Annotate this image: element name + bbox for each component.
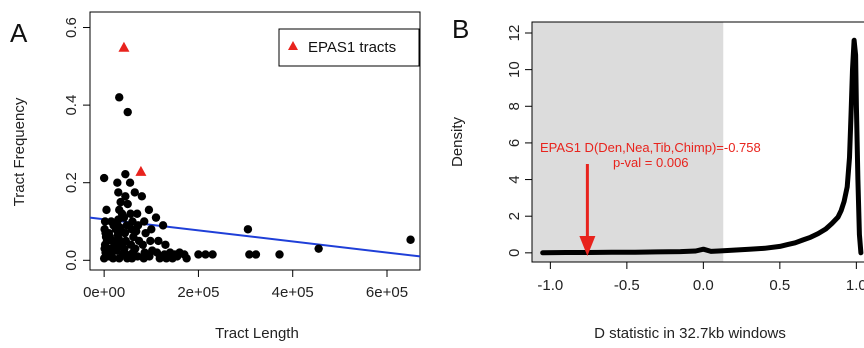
data-point <box>201 250 210 259</box>
panel-a-frame <box>89 11 421 271</box>
data-point <box>112 246 121 255</box>
panel-b: B -1.0 -0.5 0.0 0.5 1.0 0 2 4 6 8 10 12 D statistic… <box>449 14 864 342</box>
data-point <box>121 169 130 179</box>
data-point <box>154 236 163 246</box>
data-point <box>208 250 217 259</box>
legend-label: EPAS1 tracts <box>308 39 396 56</box>
data-point <box>132 227 141 236</box>
epas1-tract-point <box>135 165 147 176</box>
y-tick-label: 4 <box>506 175 523 183</box>
data-point <box>138 240 147 249</box>
data-point <box>140 217 149 226</box>
data-point <box>137 192 147 201</box>
panel-b-y-axis-label: Density <box>449 116 466 167</box>
data-point <box>125 178 135 187</box>
annotation-line-1: EPAS1 D(Den,Nea,Tib,Chimp)=-0.758 <box>540 140 761 155</box>
data-point <box>120 228 130 238</box>
panel-b-frame <box>531 21 864 263</box>
data-point <box>115 254 124 263</box>
data-point <box>108 254 118 263</box>
data-point <box>144 205 154 215</box>
data-point <box>182 254 191 263</box>
y-tick-label: 10 <box>506 61 523 78</box>
data-point <box>126 209 135 218</box>
y-tick-label: 0.4 <box>63 95 80 116</box>
y-tick-label: 0.2 <box>63 172 80 193</box>
x-tick-label: -0.5 <box>614 277 640 294</box>
x-tick-label: 4e+05 <box>272 284 314 301</box>
data-point <box>123 199 132 209</box>
x-tick-label: 6e+05 <box>366 284 408 301</box>
data-point <box>100 217 110 226</box>
epas1-tract-point <box>118 41 130 52</box>
data-point <box>251 250 261 259</box>
panel-a: A 0e+00 2e+05 4e+05 6e+05 0.0 0.2 0.4 0.6 Tract… <box>10 11 421 342</box>
data-point <box>123 107 132 117</box>
panel-b-x-axis-label: D statistic in 32.7kb windows <box>594 325 786 342</box>
data-point <box>245 250 254 259</box>
x-tick-label: 1.0 <box>846 277 864 294</box>
y-tick-label: 0 <box>506 249 523 257</box>
data-point <box>99 173 109 183</box>
y-tick-label: 12 <box>506 25 523 42</box>
data-point <box>119 213 129 222</box>
panel-a-plot-area: 0e+00 2e+05 4e+05 6e+05 0.0 0.2 0.4 0.6 <box>63 11 421 301</box>
data-point <box>314 244 323 253</box>
y-tick-label: 8 <box>506 102 523 110</box>
panel-a-legend: EPAS1 tracts <box>278 28 420 67</box>
data-point <box>116 197 125 207</box>
data-point <box>406 235 415 244</box>
data-point <box>147 225 156 234</box>
panel-b-label: B <box>452 14 469 44</box>
legend-box <box>278 28 420 67</box>
y-tick-label: 2 <box>506 212 523 220</box>
data-point <box>132 209 142 218</box>
annotation-arrow-head <box>579 236 596 256</box>
y-tick-label: 6 <box>506 139 523 147</box>
data-point <box>194 250 203 259</box>
y-tick-label: 0.6 <box>63 17 80 38</box>
data-point <box>151 213 161 222</box>
panel-a-x-axis-label: Tract Length <box>215 325 299 342</box>
shaded-region <box>532 22 724 262</box>
data-point <box>113 178 122 187</box>
data-point <box>161 240 170 249</box>
data-point <box>158 221 168 230</box>
x-tick-label: 2e+05 <box>177 284 219 301</box>
data-point <box>114 188 123 197</box>
data-point <box>146 236 155 246</box>
data-point <box>131 244 140 253</box>
data-point <box>102 205 111 215</box>
data-point <box>275 250 284 259</box>
x-tick-label: 0.5 <box>769 277 790 294</box>
x-tick-label: 0e+00 <box>83 284 125 301</box>
annotation-line-2: p-val = 0.006 <box>613 155 689 170</box>
x-tick-label: 0.0 <box>693 277 714 294</box>
panel-a-y-axis-label: Tract Frequency <box>11 97 28 206</box>
data-point <box>130 188 139 197</box>
panel-b-plot-area: -1.0 -0.5 0.0 0.5 1.0 0 2 4 6 8 10 12 <box>506 21 864 294</box>
data-point <box>121 192 130 201</box>
x-tick-label: -1.0 <box>537 277 563 294</box>
data-point <box>145 252 154 261</box>
density-curve <box>540 37 864 256</box>
panel-a-label: A <box>10 18 28 48</box>
y-tick-label: 0.0 <box>63 250 80 271</box>
data-point <box>115 93 124 102</box>
data-point <box>243 225 253 234</box>
legend-triangle-marker <box>288 41 298 50</box>
